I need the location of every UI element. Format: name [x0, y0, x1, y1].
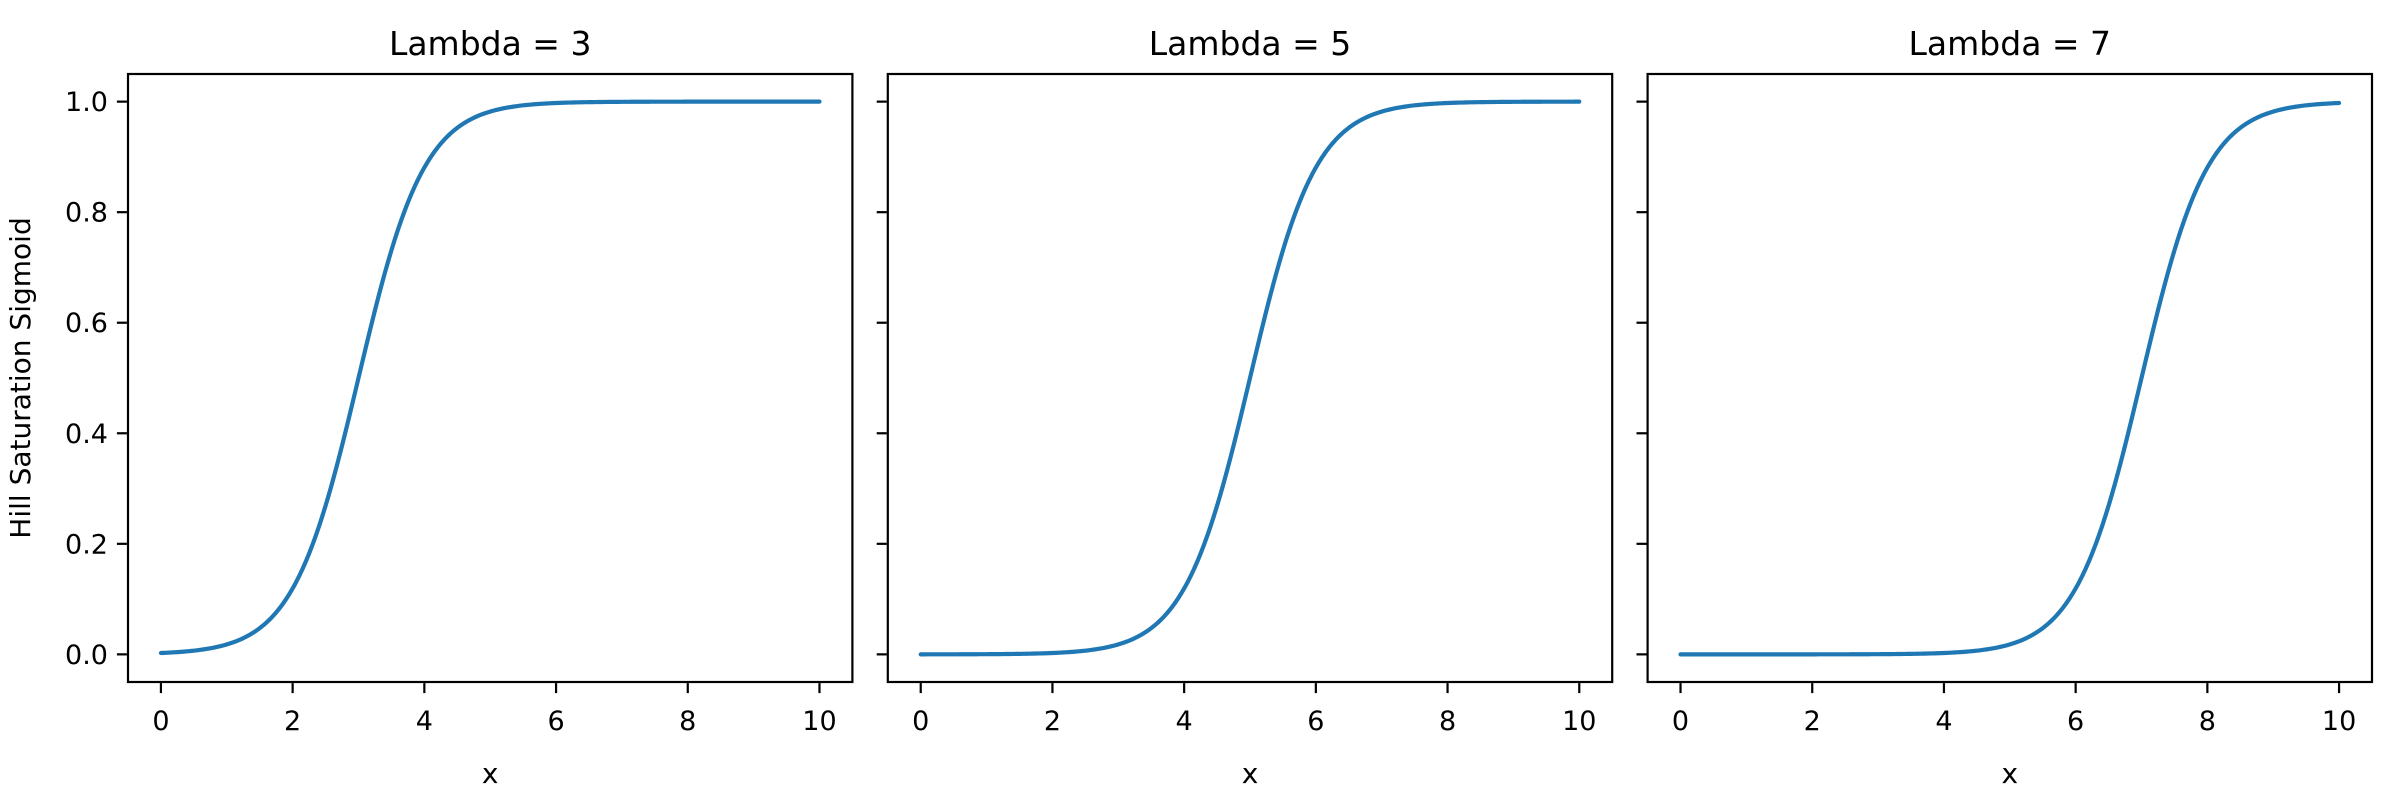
- x-tick-label: 8: [2199, 706, 2216, 737]
- x-axis-label: x: [1242, 757, 1259, 790]
- y-tick-label: 0.2: [65, 529, 108, 560]
- x-tick-label: 2: [1804, 706, 1821, 737]
- y-tick-label: 0.0: [65, 640, 108, 671]
- x-tick-label: 4: [1176, 706, 1193, 737]
- subplot-title: Lambda = 3: [389, 24, 592, 63]
- x-axis-label: x: [2002, 757, 2019, 790]
- axes-frame: [1646, 72, 2374, 684]
- x-tick-label: 4: [416, 706, 433, 737]
- x-tick-label: 0: [152, 706, 169, 737]
- axes-frame: [886, 72, 1614, 684]
- x-tick-label: 10: [1562, 706, 1596, 737]
- x-tick-label: 0: [912, 706, 929, 737]
- x-tick-label: 4: [1935, 706, 1952, 737]
- x-tick-label: 10: [802, 706, 836, 737]
- x-tick-label: 2: [1044, 706, 1061, 737]
- x-tick-label: 0: [1672, 706, 1689, 737]
- subplot-title: Lambda = 5: [1149, 24, 1352, 63]
- subplot-1: Lambda = 3 0 2 4 6 8 10 0.0 0.2 0.4 0.6 0.8 1.0 x Hill…: [4, 24, 854, 790]
- x-tick-label: 8: [1439, 706, 1456, 737]
- y-tick-label: 0.4: [65, 419, 108, 450]
- y-tick-label: 0.6: [65, 308, 108, 339]
- x-axis-label: x: [482, 757, 499, 790]
- y-tick-label: 0.8: [65, 198, 108, 229]
- subplot-title: Lambda = 7: [1909, 24, 2112, 63]
- y-axis-label: Hill Saturation Sigmoid: [4, 217, 37, 538]
- subplot-3: Lambda = 7 0 2 4 6 8 10 x: [1636, 24, 2374, 790]
- sigmoid-curve-lambda-7: [1678, 100, 2342, 657]
- x-tick-label: 6: [547, 706, 564, 737]
- x-tick-label: 10: [2322, 706, 2356, 737]
- x-tick-label: 8: [679, 706, 696, 737]
- x-tick-label: 6: [1307, 706, 1324, 737]
- sigmoid-curve-lambda-3: [158, 99, 822, 656]
- x-tick-label: 2: [284, 706, 301, 737]
- x-tick-label: 6: [2067, 706, 2084, 737]
- y-tick-label: 1.0: [65, 87, 108, 118]
- sigmoid-curve-lambda-5: [918, 99, 1582, 657]
- axes-frame: [126, 72, 854, 684]
- subplot-2: Lambda = 5 0 2 4 6 8 10 x: [876, 24, 1614, 790]
